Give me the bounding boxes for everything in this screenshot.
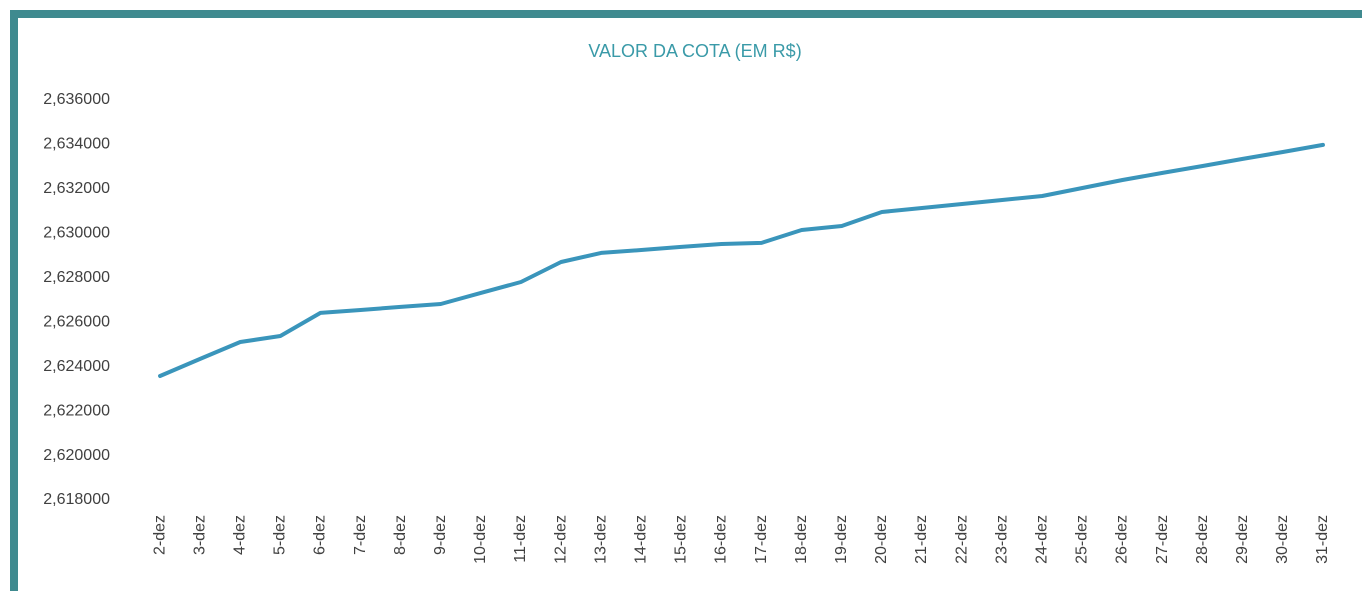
x-tick-label: 21-dez bbox=[913, 515, 930, 564]
x-tick-label: 16-dez bbox=[713, 515, 730, 564]
y-tick-label: 2,626000 bbox=[43, 313, 110, 330]
x-tick-label: 18-dez bbox=[793, 515, 810, 564]
x-tick-label: 12-dez bbox=[552, 515, 569, 564]
y-tick-label: 2,622000 bbox=[43, 402, 110, 419]
x-tick-label: 17-dez bbox=[753, 515, 770, 564]
x-tick-label: 30-dez bbox=[1274, 515, 1291, 564]
x-tick-label: 26-dez bbox=[1114, 515, 1131, 564]
x-tick-label: 2-dez bbox=[151, 515, 168, 555]
x-tick-label: 22-dez bbox=[953, 515, 970, 564]
x-tick-label: 13-dez bbox=[592, 515, 609, 564]
line-series bbox=[158, 142, 1325, 378]
x-tick-label: 27-dez bbox=[1154, 515, 1171, 564]
x-tick-label: 9-dez bbox=[432, 515, 449, 555]
y-tick-label: 2,628000 bbox=[43, 269, 110, 286]
x-tick-label: 20-dez bbox=[873, 515, 890, 564]
y-tick-label: 2,618000 bbox=[43, 491, 110, 508]
chart-title: VALOR DA COTA (EM R$) bbox=[588, 41, 801, 61]
x-tick-label: 14-dez bbox=[632, 515, 649, 564]
x-tick-label: 4-dez bbox=[231, 515, 248, 555]
x-tick-label: 11-dez bbox=[512, 515, 529, 563]
x-tick-label: 28-dez bbox=[1194, 515, 1211, 564]
frame-top bbox=[10, 10, 1362, 18]
y-tick-label: 2,630000 bbox=[43, 225, 110, 242]
x-tick-label: 5-dez bbox=[272, 515, 289, 555]
x-tick-label: 31-dez bbox=[1314, 515, 1331, 564]
x-tick-label: 15-dez bbox=[673, 515, 690, 564]
x-tick-label: 3-dez bbox=[191, 515, 208, 555]
x-tick-label: 6-dez bbox=[312, 515, 329, 555]
y-tick-label: 2,632000 bbox=[43, 180, 110, 197]
y-tick-label: 2,634000 bbox=[43, 136, 110, 153]
x-tick-label: 8-dez bbox=[392, 515, 409, 555]
x-tick-label: 10-dez bbox=[472, 515, 489, 564]
x-tick-label: 7-dez bbox=[352, 515, 369, 555]
x-tick-label: 19-dez bbox=[833, 515, 850, 564]
y-tick-label: 2,620000 bbox=[43, 447, 110, 464]
y-tick-label: 2,636000 bbox=[43, 91, 110, 108]
x-tick-label: 24-dez bbox=[1033, 515, 1050, 564]
x-tick-label: 29-dez bbox=[1234, 515, 1251, 564]
x-tick-label: 25-dez bbox=[1074, 515, 1091, 564]
x-tick-label: 23-dez bbox=[993, 515, 1010, 564]
y-tick-label: 2,624000 bbox=[43, 358, 110, 375]
frame-left bbox=[10, 10, 18, 591]
